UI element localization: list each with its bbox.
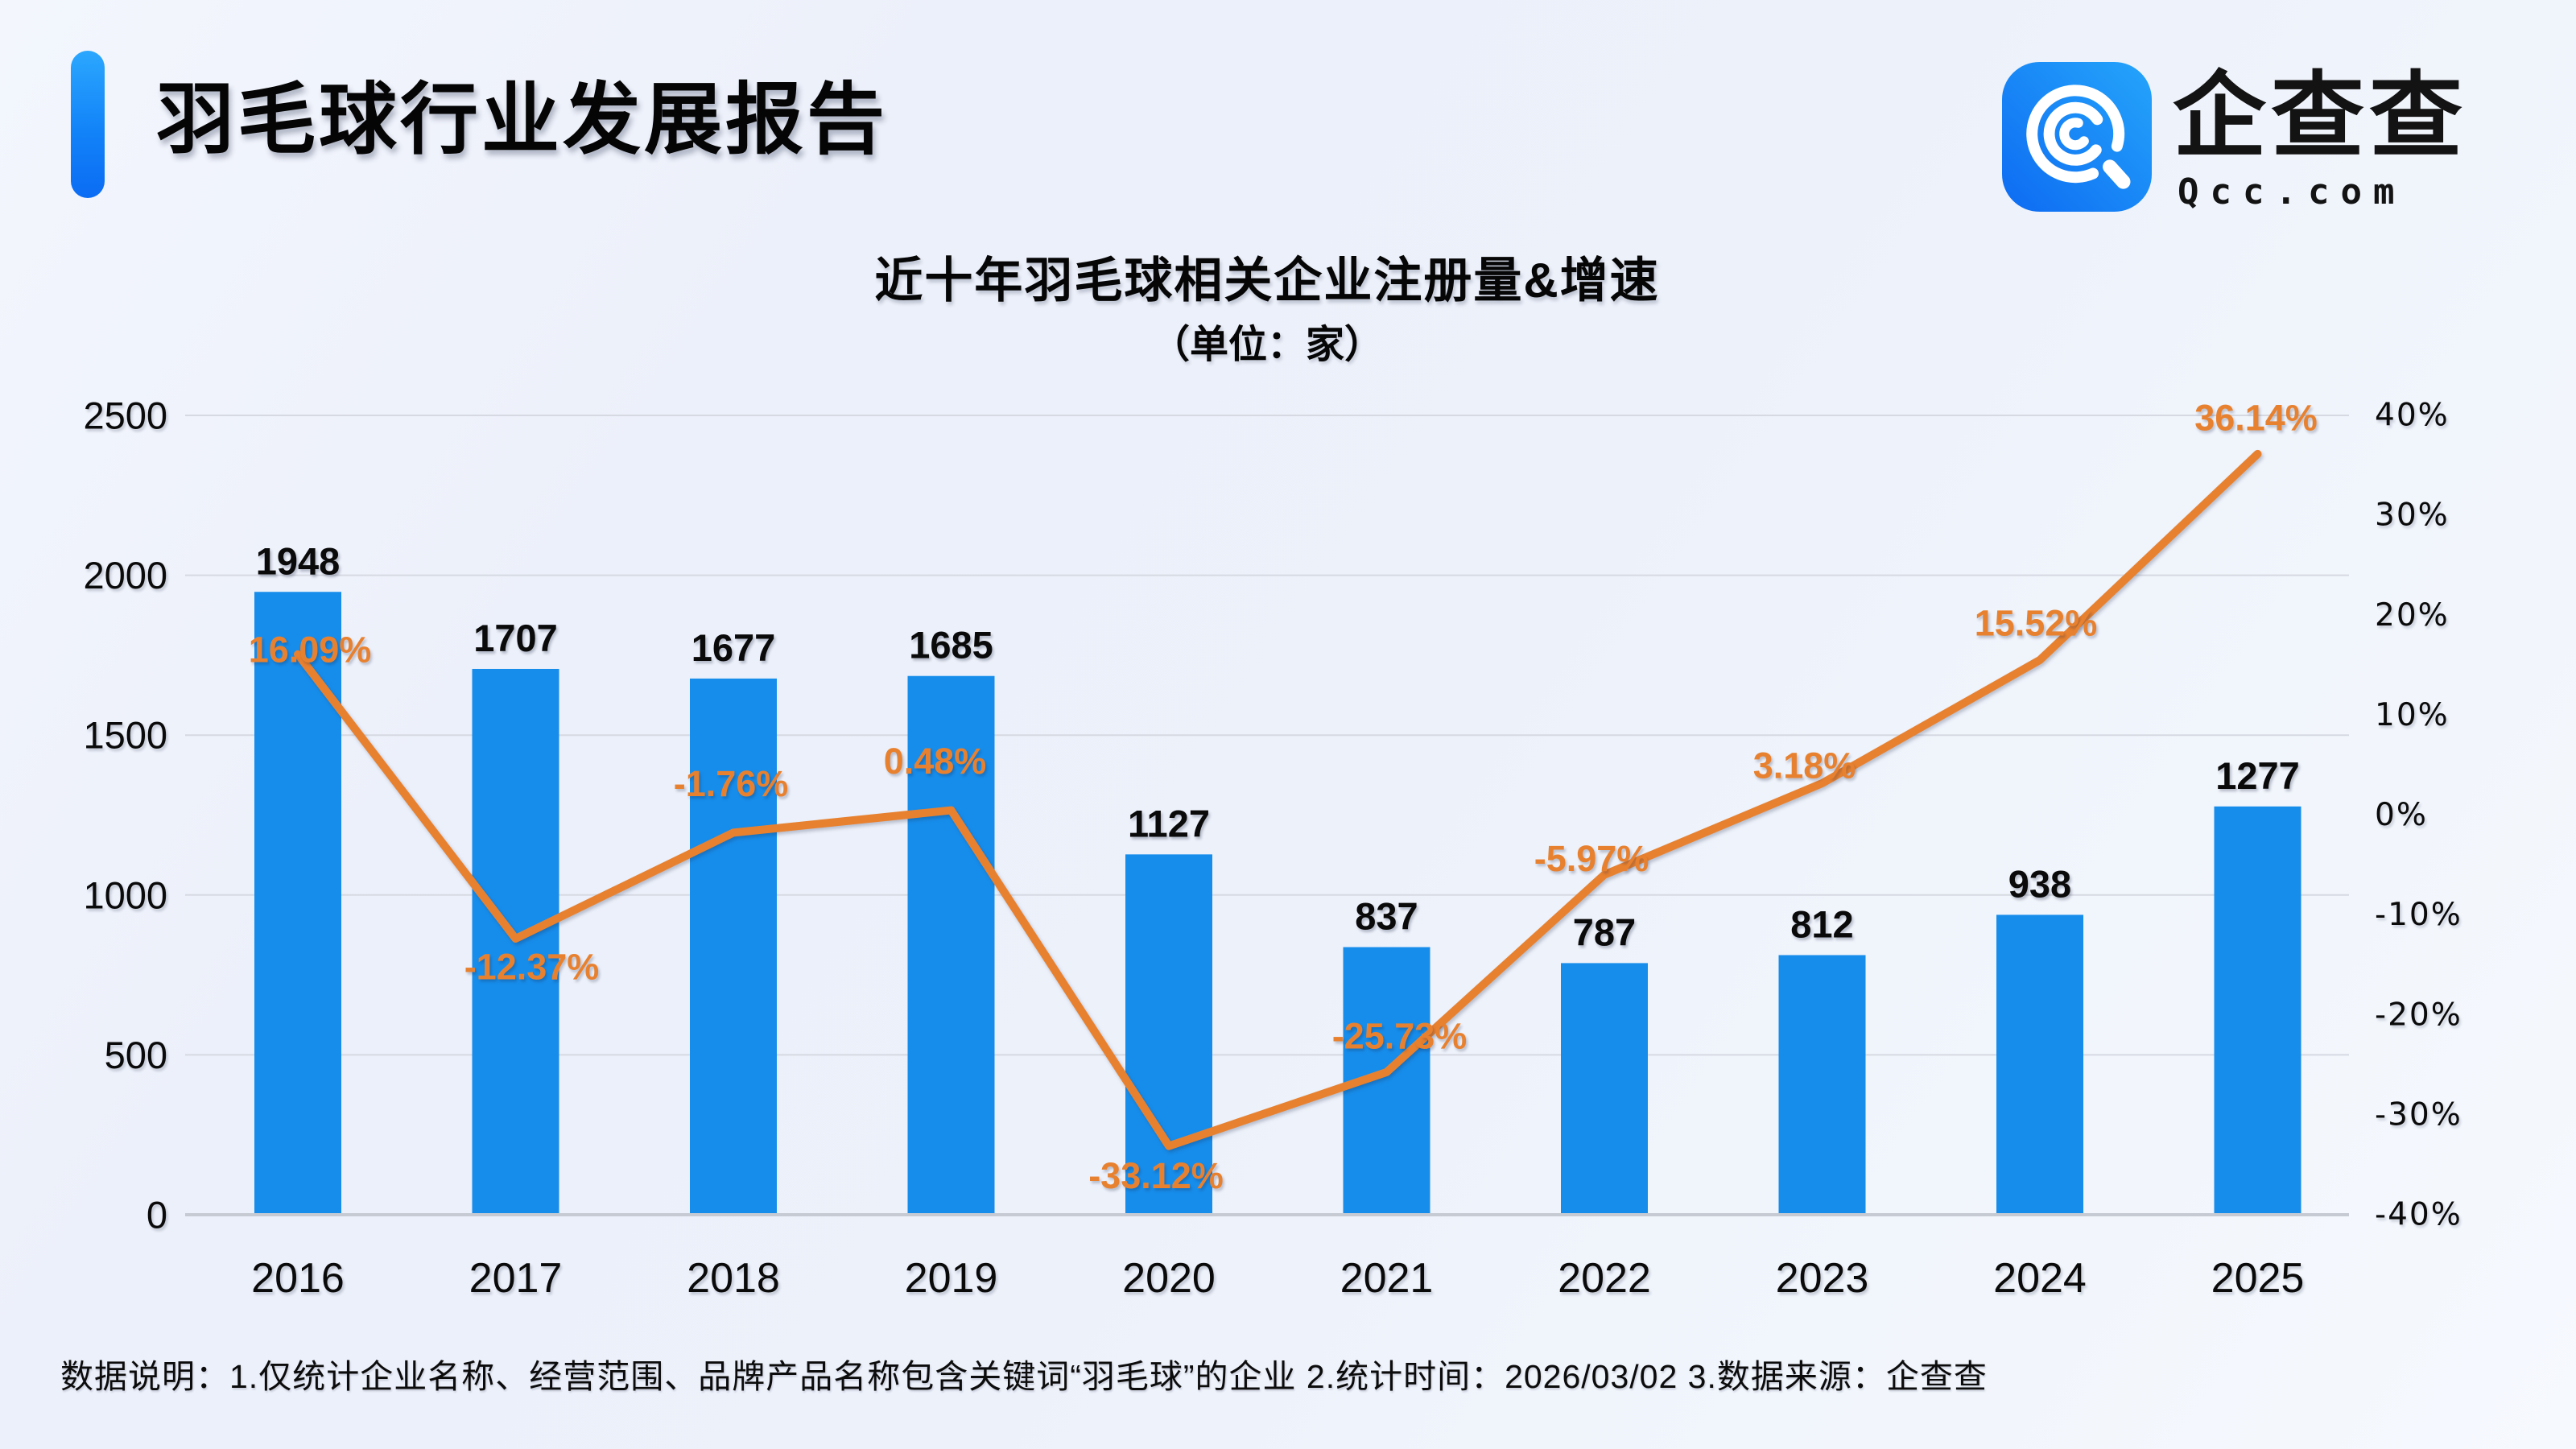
right-axis-label: -10% bbox=[2375, 897, 2462, 933]
right-axis-label: 20% bbox=[2375, 597, 2450, 634]
bar-2024 bbox=[1996, 914, 2083, 1213]
growth-point-label: 36.14% bbox=[2194, 397, 2318, 438]
bar-2022 bbox=[1561, 963, 1648, 1213]
x-axis-label: 2022 bbox=[1558, 1255, 1651, 1302]
qcc-logo-icon bbox=[2002, 62, 2152, 212]
bar-value-label: 1277 bbox=[2215, 754, 2300, 797]
bar-value-label: 938 bbox=[2008, 862, 2071, 905]
right-axis-label: -30% bbox=[2375, 1096, 2462, 1133]
left-axis-label: 2000 bbox=[83, 554, 167, 597]
x-axis-label: 2020 bbox=[1122, 1255, 1216, 1302]
x-axis-label: 2018 bbox=[687, 1255, 780, 1302]
x-axis-label: 2017 bbox=[469, 1255, 563, 1302]
x-axis-label: 2025 bbox=[2211, 1255, 2305, 1302]
title-accent-bar bbox=[71, 51, 105, 198]
growth-point-label: -5.97% bbox=[1534, 838, 1649, 879]
bar-2016 bbox=[254, 592, 341, 1213]
growth-point-label: -12.37% bbox=[464, 947, 600, 988]
x-axis-label: 2016 bbox=[251, 1255, 345, 1302]
bar-value-label: 1685 bbox=[909, 624, 993, 667]
right-axis-label: 30% bbox=[2375, 497, 2450, 534]
right-axis-label: -20% bbox=[2375, 997, 2462, 1033]
bar-value-label: 1127 bbox=[1128, 802, 1210, 844]
right-axis-label: -40% bbox=[2375, 1197, 2462, 1233]
bar-value-label: 837 bbox=[1355, 895, 1418, 938]
chart-title: 近十年羽毛球相关企业注册量&增速 bbox=[874, 254, 1660, 308]
qcc-logo-text: 企查查 bbox=[2173, 64, 2467, 168]
bar-2020 bbox=[1125, 854, 1212, 1213]
x-axis-label: 2023 bbox=[1776, 1255, 1869, 1302]
bar-value-label: 812 bbox=[1790, 902, 1853, 945]
growth-point-label: 16.09% bbox=[249, 629, 372, 670]
growth-point-label: 15.52% bbox=[1975, 602, 2098, 643]
bar-value-label: 1677 bbox=[691, 626, 776, 669]
right-axis-label: 0% bbox=[2375, 797, 2428, 833]
bar-2025 bbox=[2214, 806, 2301, 1213]
growth-point-label: -33.12% bbox=[1088, 1155, 1224, 1196]
left-axis-label: 500 bbox=[105, 1034, 167, 1076]
x-axis-label: 2024 bbox=[1993, 1255, 2087, 1302]
growth-point-label: 0.48% bbox=[884, 741, 987, 782]
bar-value-label: 1948 bbox=[256, 539, 341, 582]
growth-point-label: 3.18% bbox=[1753, 745, 1856, 786]
bar-2023 bbox=[1778, 955, 1866, 1213]
right-axis-label: 10% bbox=[2375, 697, 2450, 733]
left-axis-label: 1500 bbox=[83, 714, 167, 757]
left-axis-label: 0 bbox=[147, 1194, 167, 1236]
x-axis-label: 2019 bbox=[905, 1255, 998, 1302]
right-axis-label: 40% bbox=[2375, 398, 2450, 434]
qcc-logo-domain: Qcc.com bbox=[2178, 171, 2406, 213]
chart-subtitle: （单位：家） bbox=[1150, 324, 1383, 366]
growth-point-label: -25.73% bbox=[1332, 1015, 1468, 1056]
left-axis-label: 1000 bbox=[83, 873, 167, 916]
growth-point-label: -1.76% bbox=[674, 763, 789, 804]
x-axis-label: 2021 bbox=[1340, 1255, 1434, 1302]
qcc-logo: 企查查 Qcc.com bbox=[2002, 60, 2517, 213]
bar-2018 bbox=[690, 678, 777, 1213]
bar-value-label: 1707 bbox=[473, 617, 558, 659]
growth-line bbox=[294, 449, 2262, 1150]
bar-value-label: 787 bbox=[1573, 910, 1636, 953]
data-note: 数据说明：1.仅统计企业名称、经营范围、品牌产品名称包含关键词“羽毛球”的企业 … bbox=[60, 1358, 1988, 1395]
bar-2019 bbox=[907, 675, 995, 1213]
page-title: 羽毛球行业发展报告 bbox=[156, 76, 888, 163]
left-axis-label: 2500 bbox=[83, 394, 167, 437]
